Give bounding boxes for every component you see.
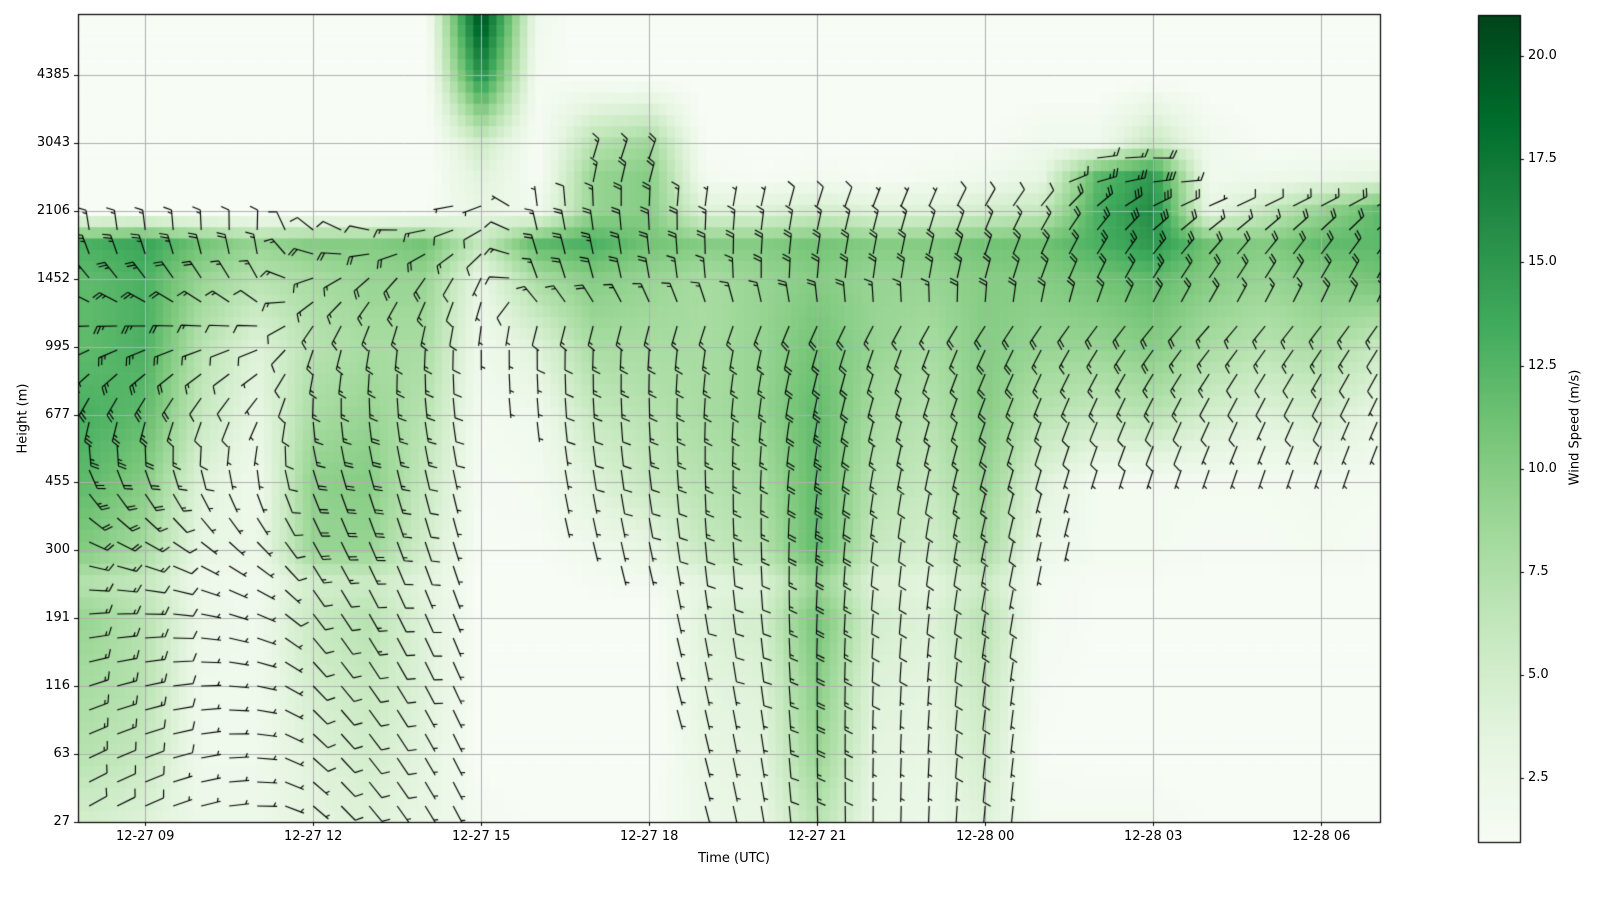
colorbar-tick-label: 5.0 [1528,666,1549,682]
x-tick-label: 12-27 15 [451,829,511,844]
colorbar-tick-label: 12.5 [1528,357,1557,373]
x-tick-label: 12-27 12 [283,829,343,844]
x-tick-label: 12-27 18 [619,829,679,844]
y-tick-label: 3043 [36,134,70,150]
y-tick-label: 2106 [36,202,70,218]
y-tick-label: 63 [53,746,70,762]
x-tick-label: 12-27 21 [787,829,847,844]
y-tick-label: 455 [45,474,70,490]
colorbar-tick-label: 10.0 [1528,460,1557,476]
colorbar-tick-label: 7.5 [1528,563,1549,579]
colorbar-tick-label: 17.5 [1528,151,1557,167]
y-tick-label: 677 [45,406,70,422]
y-tick-label: 27 [53,814,70,829]
colorbar-tick-label: 15.0 [1528,254,1557,270]
y-tick-label: 191 [45,610,70,626]
colorbar-tick-label: 20.0 [1528,48,1557,64]
y-tick-label: 4385 [36,67,70,82]
x-tick-label: 12-28 06 [1291,829,1351,844]
y-tick-label: 1452 [36,270,70,286]
y-tick-label: 116 [45,678,70,694]
x-axis-title: Time (UTC) [698,851,770,866]
x-tick-label: 12-28 03 [1123,829,1183,844]
colorbar-title: Wind Speed (m/s) [1567,369,1583,486]
y-tick-label: 300 [45,542,70,558]
colorbar-tick-label: 2.5 [1528,770,1549,786]
x-tick-label: 12-28 00 [955,829,1015,844]
y-tick-label: 995 [45,338,70,354]
x-tick-label: 12-27 09 [115,829,175,844]
